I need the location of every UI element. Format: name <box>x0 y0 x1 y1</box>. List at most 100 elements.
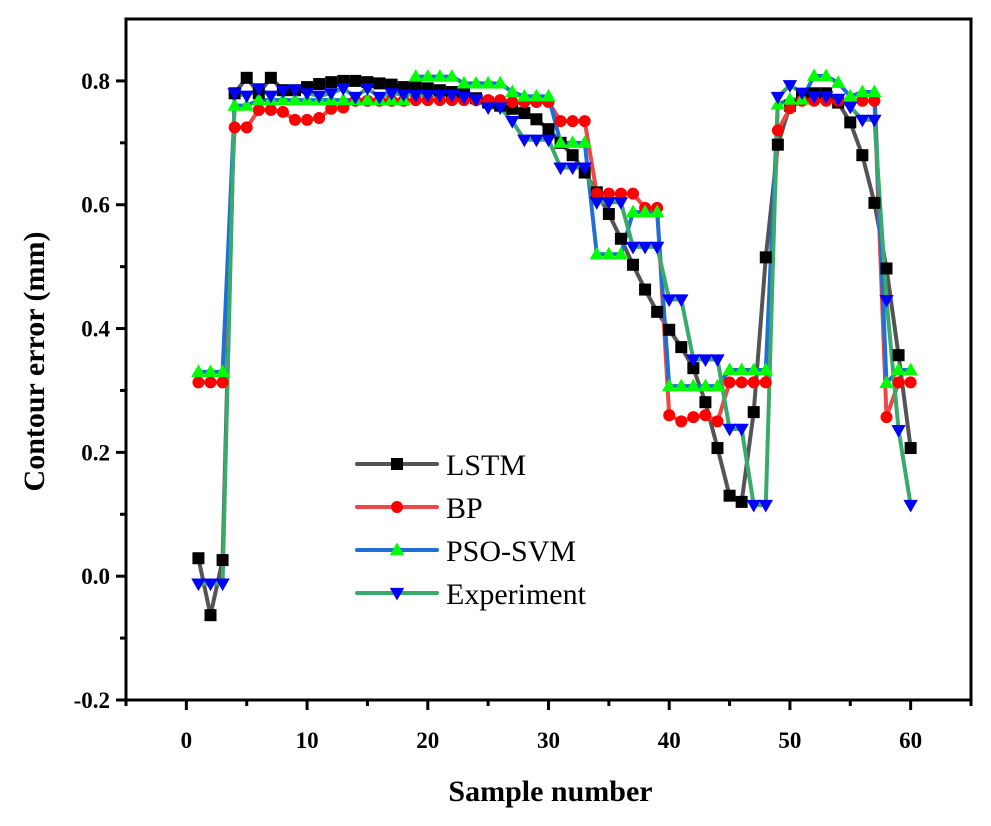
data-point-bp <box>723 376 736 389</box>
data-point-pso-svm <box>468 75 484 89</box>
y-axis: -0.2 0.0 0.2 0.4 0.6 0.8 <box>74 69 126 713</box>
data-point-experiment <box>746 499 761 513</box>
data-point-bp <box>264 104 277 117</box>
data-point-bp <box>228 121 241 134</box>
series-bp <box>198 98 911 424</box>
x-tick-label: 10 <box>296 728 319 753</box>
data-point-pso-svm <box>493 75 508 89</box>
y-tick-label: -0.2 <box>74 688 110 713</box>
data-point-experiment <box>299 88 315 101</box>
data-point-pso-svm <box>686 378 701 392</box>
data-point-experiment <box>686 354 701 367</box>
data-point-bp <box>711 415 724 428</box>
data-point-bp <box>627 187 639 200</box>
data-point-lstm <box>325 76 338 89</box>
data-point-lstm <box>204 609 217 622</box>
series-line-bp <box>198 98 911 424</box>
data-point-pso-svm <box>831 75 846 88</box>
data-point-bp <box>204 376 217 389</box>
data-point-experiment <box>529 134 544 148</box>
y-tick-label: 0.6 <box>81 193 110 218</box>
data-point-lstm <box>602 208 615 221</box>
x-axis: 0 10 20 30 40 50 60 <box>124 700 973 753</box>
data-point-pso-svm <box>239 98 254 111</box>
data-point-bp <box>192 376 205 389</box>
data-point-bp <box>856 94 869 107</box>
data-point-lstm <box>614 232 627 245</box>
data-point-experiment <box>191 578 206 592</box>
legend-label: BP <box>446 492 483 525</box>
data-point-bp <box>554 115 567 128</box>
data-point-pso-svm <box>336 92 351 106</box>
data-point-pso-svm <box>541 88 556 102</box>
data-point-lstm <box>759 251 772 264</box>
data-point-lstm <box>530 113 543 126</box>
data-point-bp <box>783 102 796 115</box>
data-point-experiment <box>662 294 677 307</box>
data-point-experiment <box>903 499 918 513</box>
data-point-experiment <box>577 162 592 176</box>
legend: LSTM BP PSO-SVM Experiment <box>355 449 587 611</box>
data-point-lstm <box>566 149 579 162</box>
data-point-pso-svm <box>420 69 435 82</box>
data-point-experiment <box>239 90 254 104</box>
data-point-lstm <box>518 107 531 120</box>
legend-item-bp: BP <box>355 492 483 525</box>
data-point-pso-svm <box>408 69 423 82</box>
data-point-lstm <box>892 349 905 362</box>
data-point-experiment <box>770 91 786 105</box>
y-axis-title: Contour error (mm) <box>18 232 51 492</box>
data-point-pso-svm <box>879 375 894 389</box>
data-point-lstm <box>868 196 881 209</box>
data-point-experiment <box>384 88 399 101</box>
data-point-experiment <box>674 294 689 307</box>
data-point-experiment <box>324 88 339 101</box>
data-point-experiment <box>782 80 798 93</box>
series-layer <box>191 68 918 622</box>
data-point-bp <box>614 187 627 200</box>
data-point-pso-svm <box>710 378 725 392</box>
data-point-experiment <box>831 93 846 107</box>
data-point-bp <box>276 105 289 118</box>
data-point-bp <box>289 113 301 126</box>
data-point-pso-svm <box>758 362 773 376</box>
x-tick-label: 60 <box>899 728 922 753</box>
data-point-experiment <box>541 134 556 148</box>
data-point-experiment <box>336 83 351 96</box>
data-point-lstm <box>771 138 784 151</box>
data-point-experiment <box>649 241 665 255</box>
data-point-bp <box>892 376 905 389</box>
legend-label: LSTM <box>446 449 526 482</box>
data-point-pso-svm <box>662 378 677 392</box>
data-point-pso-svm <box>275 92 291 106</box>
data-point-experiment <box>456 91 472 105</box>
data-point-experiment <box>311 90 327 104</box>
legend-item-pso-svm: PSO-SVM <box>355 535 576 568</box>
data-point-lstm <box>349 74 362 87</box>
data-point-bp <box>663 409 676 422</box>
legend-item-experiment: Experiment <box>355 578 587 611</box>
data-point-pso-svm <box>456 75 472 89</box>
y-tick-label: 0.0 <box>81 564 110 589</box>
data-point-pso-svm <box>505 84 520 98</box>
x-tick-label: 50 <box>778 728 801 753</box>
data-point-pso-svm <box>553 135 568 148</box>
data-point-experiment <box>806 91 822 104</box>
legend-item-lstm: LSTM <box>355 449 526 482</box>
data-point-bp <box>240 121 253 134</box>
data-point-bp <box>325 102 338 115</box>
data-point-experiment <box>891 424 906 438</box>
data-point-pso-svm <box>251 92 266 106</box>
data-point-experiment <box>203 578 218 592</box>
data-point-bp <box>868 94 881 107</box>
data-point-lstm <box>856 149 869 162</box>
data-point-experiment <box>517 134 532 148</box>
data-point-lstm <box>735 495 748 508</box>
data-point-lstm <box>699 396 712 409</box>
data-point-lstm <box>844 116 857 129</box>
data-point-experiment <box>420 90 435 103</box>
data-point-pso-svm <box>746 362 761 376</box>
data-point-pso-svm <box>215 364 230 377</box>
data-point-bp <box>566 115 579 128</box>
